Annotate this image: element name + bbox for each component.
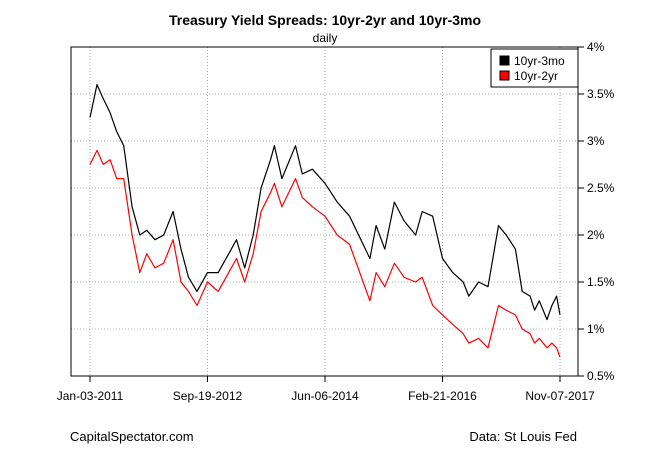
legend-label: 10yr-3mo	[514, 54, 565, 68]
series-layer	[89, 83, 561, 358]
y-tick-label: 1%	[587, 322, 605, 336]
x-tick-label: Nov-07-2017	[525, 389, 595, 403]
axis-layer: Jan-03-2011 Sep-19-2012 Jun-06-2014 Feb-21-…	[57, 40, 615, 403]
y-tick-label: 0.5%	[587, 369, 615, 383]
series-line-10yr-2yr	[89, 149, 561, 358]
x-tick-label: Jan-03-2011	[57, 389, 124, 403]
y-tick-label: 3.5%	[587, 87, 615, 101]
chart-subtitle: daily	[312, 31, 338, 45]
legend-box	[490, 48, 579, 88]
x-tick-label: Sep-19-2012	[173, 389, 243, 403]
series-line-10yr-3mo	[89, 83, 561, 321]
y-tick-label: 3%	[587, 134, 605, 148]
y-tick-label: 1.5%	[587, 275, 615, 289]
data-source: Data: St Louis Fed	[469, 429, 577, 444]
legend-swatch	[499, 70, 510, 81]
x-tick-label: Jun-06-2014	[291, 389, 359, 403]
grid-layer	[71, 46, 578, 377]
y-tick-label: 4%	[587, 40, 605, 54]
chart-title: Treasury Yield Spreads: 10yr-2yr and 10y…	[168, 12, 482, 28]
y-tick-label: 2.5%	[587, 181, 615, 195]
x-tick-label: Feb-21-2016	[408, 389, 477, 403]
legend-swatch	[499, 55, 510, 66]
y-tick-label: 2%	[587, 228, 605, 242]
source-credit: CapitalSpectator.com	[70, 429, 194, 444]
legend-label: 10yr-2yr	[514, 69, 558, 83]
